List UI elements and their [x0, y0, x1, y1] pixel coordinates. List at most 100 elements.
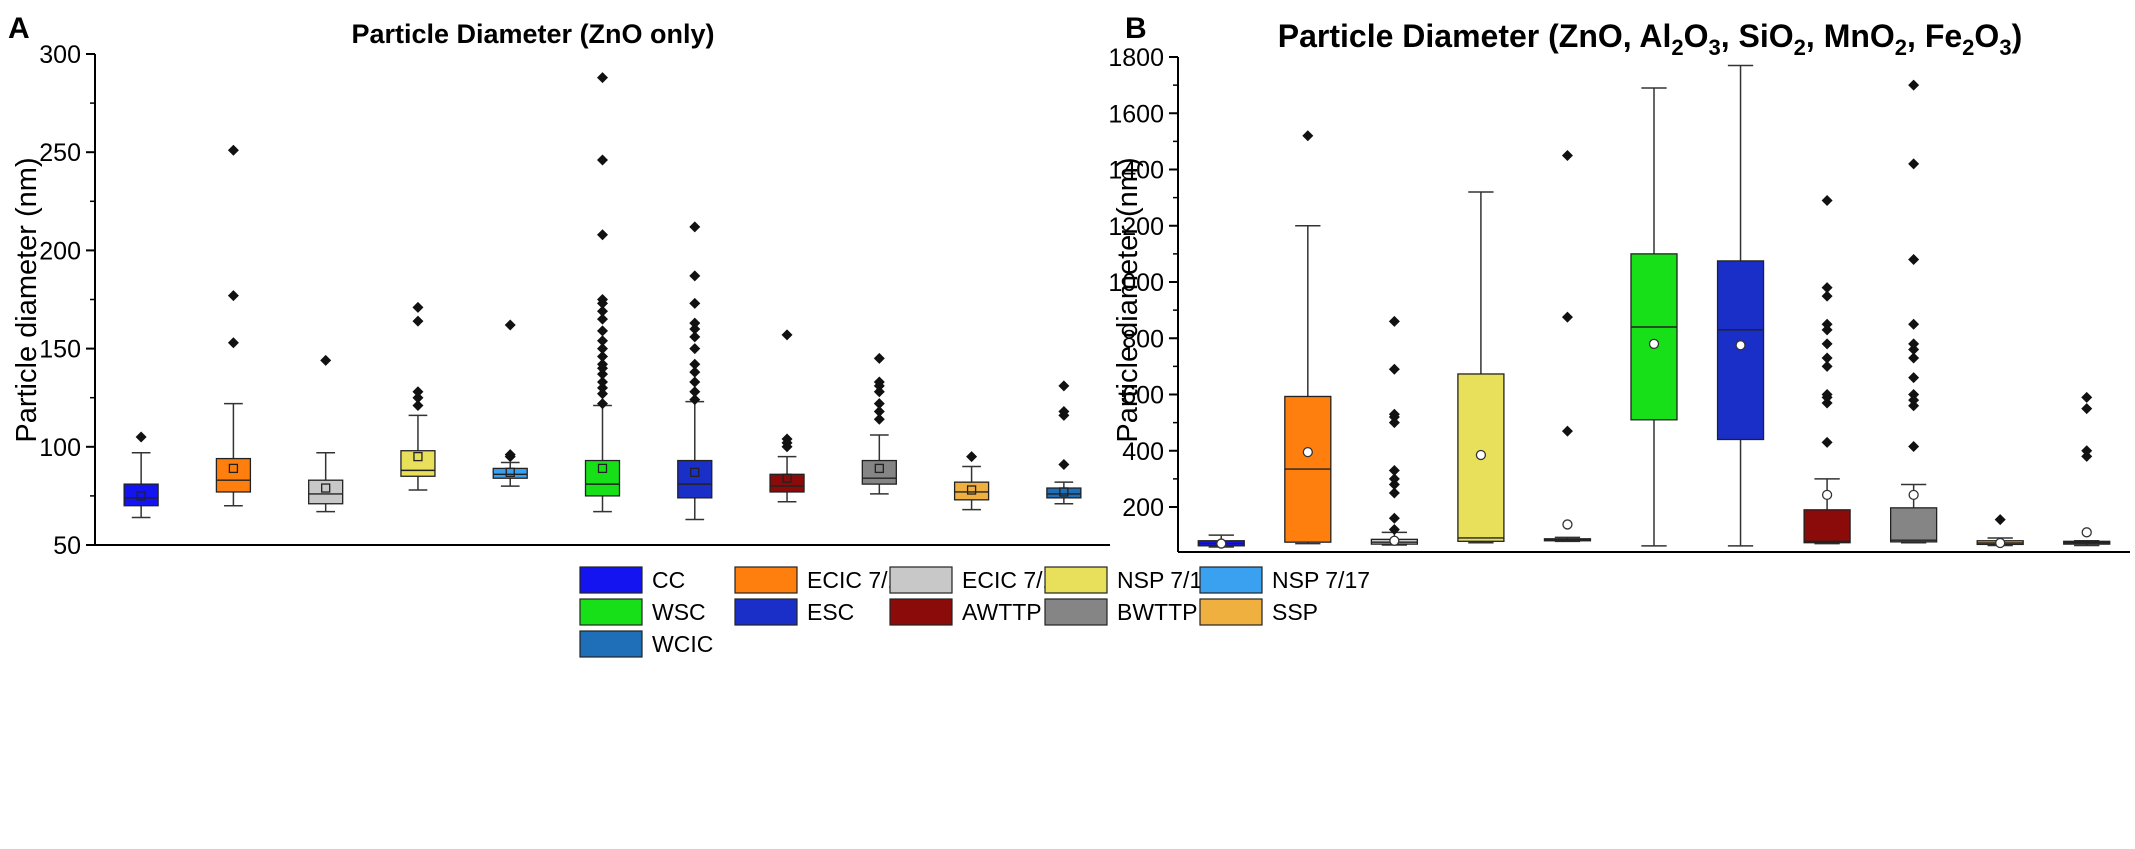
outlier-point [1908, 441, 1920, 453]
panel-a-y-tick-label: 300 [39, 41, 81, 69]
outlier-point [412, 392, 424, 404]
legend-swatch [734, 566, 798, 594]
outlier-point [873, 405, 885, 417]
outlier-point [1058, 405, 1070, 417]
outlier-point [1821, 397, 1833, 409]
legend-label: BWTTP [1117, 599, 1198, 625]
iqr-box [584, 459, 621, 497]
iqr-box [953, 481, 990, 501]
outlier-point [1561, 311, 1573, 323]
panel-b-y-tick-label: 1000 [1108, 269, 1164, 297]
panel-b-box-wcic [2063, 391, 2111, 547]
legend-label: WCIC [652, 631, 713, 657]
outlier-point [873, 413, 885, 425]
panel-a-y-tick-label: 250 [39, 139, 81, 167]
panel-b-box-wsc [1630, 87, 1678, 547]
outlier-point [1821, 360, 1833, 372]
outlier-point [320, 354, 332, 366]
outlier-point [966, 451, 978, 463]
outlier-point [689, 343, 701, 355]
legend-item-esc: ESC [734, 598, 854, 626]
mean-marker [1475, 449, 1487, 461]
panel-b-title-sub: 3 [1709, 35, 1721, 60]
outlier-point [597, 350, 608, 362]
panel-a-box-awttp [769, 329, 805, 503]
legend-item-nsp-7-17: NSP 7/17 [1199, 566, 1370, 594]
iqr-box [400, 450, 436, 477]
panel-b-title-sub: 3 [1999, 35, 2011, 60]
panel-b-y-tick-label: 1200 [1108, 213, 1164, 241]
legend-label: NSP 7/17 [1272, 567, 1370, 593]
outlier-point [597, 313, 608, 325]
legend-label: WSC [652, 599, 706, 625]
legend-swatch [579, 630, 643, 658]
iqr-box [677, 459, 713, 499]
outlier-point [2081, 403, 2093, 415]
iqr-box [1889, 507, 1938, 543]
outlier-point [597, 358, 608, 370]
outlier-point [873, 386, 885, 398]
outlier-point [412, 386, 424, 398]
panel-b-box-nsp-7-16 [1457, 191, 1505, 544]
panel-b-title-sub: 2 [1895, 35, 1907, 60]
panel-a-box-ssp [953, 451, 990, 511]
outlier-point [1908, 79, 1920, 91]
outlier-point [2081, 445, 2093, 457]
legend-item-ecic-7-17: ECIC 7/17 [889, 566, 1068, 594]
panel-a-box-ecic-7-17 [308, 354, 344, 513]
outlier-point [1908, 254, 1920, 265]
outlier-point [1388, 417, 1400, 429]
panel-b-y-tick-label: 1600 [1108, 100, 1164, 128]
panel-b-title-sub: 2 [1962, 35, 1974, 60]
iqr-box [769, 473, 805, 493]
panel-b-title-sub: 2 [1794, 35, 1806, 60]
legend-item-ecic-7-16: ECIC 7/16 [734, 566, 913, 594]
legend-item-awttp: AWTTP [889, 598, 1042, 626]
legend-label: NSP 7/16 [1117, 567, 1215, 593]
panel-a-letter: A [8, 12, 30, 45]
legend-swatch [1044, 598, 1108, 626]
outlier-point [1388, 473, 1400, 485]
outlier-point [689, 323, 701, 335]
outlier-point [1908, 352, 1920, 364]
outlier-point [689, 331, 701, 343]
mean-marker [2081, 527, 2092, 538]
panel-b-title-part: ) [2012, 18, 2023, 54]
outlier-point [689, 297, 701, 309]
outlier-point [1908, 158, 1920, 170]
panel-b-box-bwttp [1889, 79, 1938, 544]
panel-a-plot: 50 100 150 200 250 300 [39, 41, 1110, 560]
panel-a-y-tick-label: 100 [39, 434, 81, 462]
outlier-point [597, 382, 608, 394]
panel-a-y-tick-label: 200 [39, 237, 81, 265]
outlier-point [1058, 380, 1070, 392]
outlier-point [1388, 479, 1400, 490]
outlier-point [597, 305, 608, 317]
outlier-point [689, 366, 701, 378]
panel-b-title-part: , Fe [1907, 18, 1962, 54]
mean-marker [228, 463, 239, 474]
outlier-point [597, 325, 608, 337]
legend-item-wcic: WCIC [579, 630, 713, 658]
legend-swatch [1199, 598, 1263, 626]
outlier-point [1388, 512, 1400, 524]
mean-marker [690, 467, 700, 477]
outlier-point [1388, 487, 1400, 499]
outlier-point [1821, 338, 1833, 350]
mean-marker [966, 485, 977, 495]
outlier-point [1908, 344, 1920, 355]
panel-b-y-tick-label: 1800 [1108, 44, 1164, 72]
outlier-point [781, 329, 793, 341]
panel-a-y-tick-label: 150 [39, 336, 81, 364]
outlier-point [1821, 282, 1833, 294]
outlier-point [2081, 391, 2093, 403]
outlier-point [689, 394, 701, 406]
outlier-point [1388, 363, 1400, 375]
outlier-point [689, 317, 701, 329]
panel-b-title-part: , MnO [1806, 18, 1895, 54]
legend-item-bwttp: BWTTP [1044, 598, 1198, 626]
panel-a-box-cc [123, 431, 159, 519]
outlier-point [597, 72, 608, 84]
mean-marker [1389, 535, 1400, 546]
outlier-point [1388, 524, 1400, 535]
